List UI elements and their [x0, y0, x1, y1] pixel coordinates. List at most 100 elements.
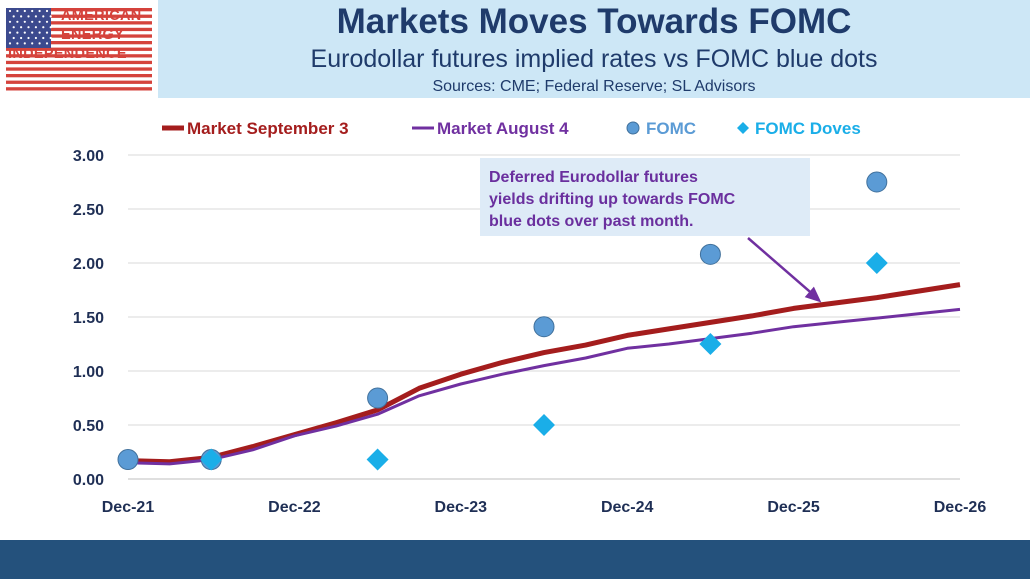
- flag-star: [45, 31, 49, 34]
- flag-star: [31, 31, 34, 34]
- flag-star: [42, 36, 45, 40]
- flag-star: [27, 36, 30, 40]
- flag-star: [16, 20, 19, 23]
- flag-star: [16, 42, 19, 45]
- flag-stripe: [6, 54, 152, 58]
- x-tick-label: Dec-22: [268, 499, 321, 516]
- flag-star: [38, 20, 41, 23]
- flag-stripe: [6, 34, 152, 38]
- x-tick-label: Dec-24: [601, 499, 654, 516]
- flag-stripe: [6, 67, 152, 71]
- flag-stripe: [6, 47, 152, 51]
- title-band: Markets Moves Towards FOMC Eurodollar fu…: [158, 0, 1030, 98]
- series-markers: [117, 171, 888, 471]
- flag-stripe: [6, 74, 152, 78]
- flag-star: [23, 31, 26, 34]
- flag-star: [8, 20, 12, 23]
- flag-star: [23, 20, 26, 23]
- flag-star: [38, 42, 41, 45]
- flag-star: [34, 15, 37, 18]
- y-tick-label: 2.50: [73, 202, 104, 219]
- annotation-line-2: yields drifting up towards FOMC: [489, 191, 736, 208]
- fomc-point: [367, 387, 389, 409]
- flag-stripe: [6, 21, 152, 25]
- flag-star: [23, 42, 26, 45]
- y-tick-label: 3.00: [73, 148, 104, 165]
- fomc-point: [117, 449, 139, 471]
- annotation-box: [480, 158, 810, 236]
- legend-label-fomc-doves: FOMC Doves: [755, 119, 861, 138]
- flag-stripe: [6, 8, 152, 12]
- flag-star: [12, 36, 15, 40]
- flag-stripe: [6, 80, 152, 84]
- flag-star: [27, 26, 30, 29]
- flag-stripe: [6, 87, 152, 91]
- fomc-point: [533, 316, 555, 338]
- x-axis-ticks: Dec-21 Dec-22 Dec-23 Dec-24 Dec-25 Dec-26: [102, 499, 987, 516]
- fomc-doves-point: [865, 252, 888, 274]
- flag-star: [8, 31, 12, 34]
- logo-text-energy: ENERGY: [61, 27, 125, 43]
- flag-star: [12, 15, 15, 18]
- header: AMERICAN ENERGY INDEPENDENCE Markets Mov…: [0, 0, 1030, 98]
- series-line-1: [127, 307, 961, 466]
- legend-label-market-sep: Market September 3: [187, 119, 349, 138]
- x-tick-label: Dec-25: [767, 499, 820, 516]
- annotation-arrow: [747, 237, 817, 298]
- flag-star: [31, 42, 34, 45]
- flag-star: [20, 15, 23, 18]
- fomc-doves-point: [533, 414, 555, 436]
- y-tick-label: 0.00: [73, 472, 104, 489]
- us-flag-icon: [6, 8, 152, 91]
- flag-star: [20, 26, 23, 29]
- series-line-0: [127, 282, 961, 465]
- flag-star: [45, 42, 49, 45]
- fomc-point: [866, 171, 888, 193]
- fomc-doves-point: [366, 448, 389, 471]
- fomc-doves-point: [699, 333, 722, 355]
- y-tick-label: 1.50: [73, 310, 104, 327]
- y-tick-label: 2.00: [73, 256, 104, 273]
- flag-star: [34, 26, 37, 29]
- rates-chart: 0.000.501.001.502.002.503.00 Dec-21 Dec-2…: [73, 119, 987, 516]
- legend-swatch-fomc: [626, 121, 640, 135]
- flag-stripe: [6, 60, 152, 65]
- flag-star: [49, 15, 52, 18]
- flag-star: [31, 20, 34, 23]
- annotation-line-3: blue dots over past month.: [489, 213, 693, 230]
- x-tick-label: Dec-26: [934, 499, 987, 516]
- annotation-arrowhead: [804, 286, 822, 303]
- y-axis-ticks: 0.00 0.50 1.00 1.50 2.00 2.50 3.00: [73, 148, 104, 489]
- legend-label-market-aug: Market August 4: [437, 119, 569, 138]
- flag-stripe: [6, 41, 152, 45]
- flag-star: [38, 31, 41, 34]
- flag-star: [34, 36, 37, 40]
- flag-star: [12, 26, 15, 29]
- flag-star: [8, 9, 12, 13]
- flag-star: [31, 9, 34, 13]
- flag-star: [49, 36, 52, 40]
- legend: Market September 3 Market August 4 FOMC …: [162, 119, 861, 138]
- fomc-point: [699, 243, 721, 265]
- y-tick-label: 0.50: [73, 418, 104, 435]
- page-title: Markets Moves Towards FOMC: [336, 2, 852, 41]
- flag-stripe: [6, 14, 152, 18]
- fomc-doves-point: [200, 448, 223, 471]
- legend-swatch-fomc-doves: [737, 122, 749, 134]
- footer-bar: [0, 540, 1030, 579]
- page-subtitle: Eurodollar futures implied rates vs FOMC…: [310, 45, 878, 73]
- flag-star: [23, 9, 26, 13]
- flag-star: [49, 26, 52, 29]
- flag-star: [8, 42, 12, 45]
- flag-star: [20, 36, 23, 40]
- annotation-line-1: Deferred Eurodollar futures: [489, 169, 698, 186]
- flag-star: [16, 31, 19, 34]
- x-tick-label: Dec-21: [102, 499, 155, 516]
- flag-star: [45, 9, 49, 13]
- sources-note: Sources: CME; Federal Reserve; SL Adviso…: [432, 78, 756, 95]
- legend-label-fomc: FOMC: [646, 119, 696, 138]
- flag-star: [45, 20, 49, 23]
- logo-text-american: AMERICAN: [61, 8, 142, 24]
- flag-star: [42, 15, 45, 18]
- flag-stripe: [6, 27, 152, 32]
